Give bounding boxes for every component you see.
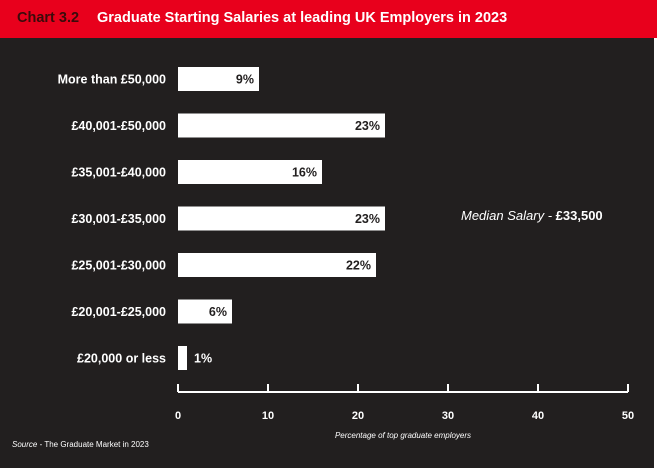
bar (178, 299, 232, 324)
chart-title: Graduate Starting Salaries at leading UK… (97, 10, 508, 26)
x-axis-title: Percentage of top graduate employers (335, 431, 471, 440)
data-label: 6% (209, 305, 227, 319)
source-text: - The Graduate Market in 2023 (37, 440, 149, 449)
x-tick-label: 30 (442, 410, 454, 422)
data-label: 16% (292, 166, 317, 180)
right-edge (654, 38, 657, 468)
x-tick-label: 0 (175, 410, 181, 422)
median-prefix: Median Salary - (461, 208, 556, 223)
category-label: £25,001-£30,000 (71, 259, 166, 273)
bar (178, 346, 187, 370)
x-tick-label: 50 (622, 410, 634, 422)
bar (178, 67, 259, 91)
category-label: More than £50,000 (58, 73, 166, 87)
bar (178, 160, 322, 184)
category-label: £20,001-£25,000 (71, 305, 166, 319)
data-label: 22% (346, 259, 371, 273)
source-label: Source (12, 440, 38, 449)
bar (178, 253, 376, 277)
category-label: £30,001-£35,000 (71, 212, 166, 226)
x-tick-label: 10 (262, 410, 274, 422)
data-label: 1% (194, 352, 212, 366)
x-tick-label: 20 (352, 410, 364, 422)
median-value: £33,500 (555, 208, 603, 223)
bar (178, 206, 385, 231)
x-tick-label: 40 (532, 410, 544, 422)
category-label: £40,001-£50,000 (71, 119, 166, 133)
data-label: 9% (236, 73, 254, 87)
category-label: £35,001-£40,000 (71, 166, 166, 180)
source-note: Source - The Graduate Market in 2023 (12, 440, 149, 449)
category-label: £20,000 or less (77, 352, 166, 366)
title-bar: Chart 3.2 Graduate Starting Salaries at … (0, 0, 657, 38)
data-label: 23% (355, 119, 380, 133)
bar (178, 113, 385, 138)
data-label: 23% (355, 212, 380, 226)
chart-number: Chart 3.2 (17, 10, 80, 26)
median-salary-annotation: Median Salary - £33,500 (461, 208, 603, 223)
